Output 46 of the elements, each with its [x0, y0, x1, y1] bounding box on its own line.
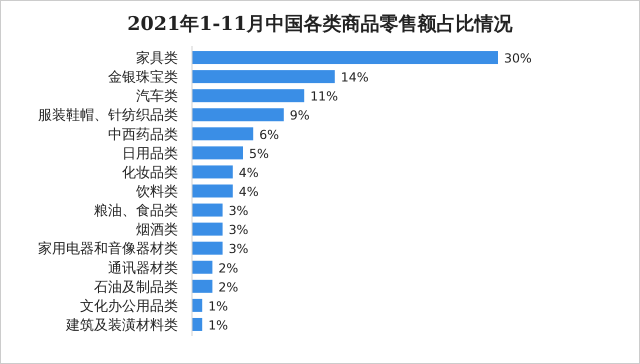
data-label: 9% [290, 108, 310, 123]
data-label: 4% [238, 164, 259, 180]
y-tick-label: 烟酒类 [136, 222, 178, 238]
y-tick-label: 金银珠宝类 [108, 70, 178, 86]
y-tick-label: 服装鞋帽、针纺织品类 [38, 108, 178, 124]
data-label: 5% [249, 146, 269, 161]
bar [192, 222, 223, 236]
y-tick-label: 家用电器和音像器材类 [38, 241, 178, 258]
data-label: 3% [228, 241, 249, 256]
y-tick-label: 日用品类 [122, 146, 178, 162]
title: 2021年1-11月中国各类商品零售额占比情况 [127, 13, 513, 35]
bar [192, 260, 212, 274]
bar [192, 204, 223, 217]
data-label: 3% [228, 222, 249, 238]
bar [192, 146, 243, 160]
bar [192, 127, 254, 140]
y-tick-label: 粮油、食品类 [94, 203, 178, 220]
y-tick-label: 文化办公用品类 [80, 298, 178, 314]
data-label: 14% [340, 70, 369, 85]
bar [192, 184, 233, 198]
y-tick-label: 建筑及装潢材料类 [65, 317, 178, 334]
y-tick-label: 通讯器材类 [108, 260, 178, 276]
data-label: 4% [238, 184, 259, 199]
bar [192, 70, 335, 84]
data-label: 6% [259, 126, 280, 142]
y-tick-label: 石油及制品类 [94, 279, 178, 296]
data-label: 1% [208, 298, 228, 314]
y-tick-label: 饮料类 [135, 184, 178, 200]
bar [192, 242, 223, 255]
bar [192, 51, 498, 64]
bar [192, 280, 212, 293]
bar [192, 318, 202, 331]
y-tick-label: 化妆品类 [122, 164, 178, 181]
data-label: 3% [228, 203, 249, 218]
bar [192, 89, 304, 102]
data-label: 11% [310, 88, 338, 104]
bar [192, 165, 233, 178]
y-tick-label: 汽车类 [136, 88, 178, 105]
data-label: 1% [208, 317, 228, 332]
y-tick-label: 家具类 [136, 50, 178, 67]
bar [192, 298, 202, 312]
data-label: 2% [218, 260, 238, 276]
data-label: 2% [218, 279, 238, 294]
y-tick-label: 中西药品类 [108, 126, 178, 143]
bar [192, 108, 284, 122]
data-label: 30% [504, 50, 532, 66]
